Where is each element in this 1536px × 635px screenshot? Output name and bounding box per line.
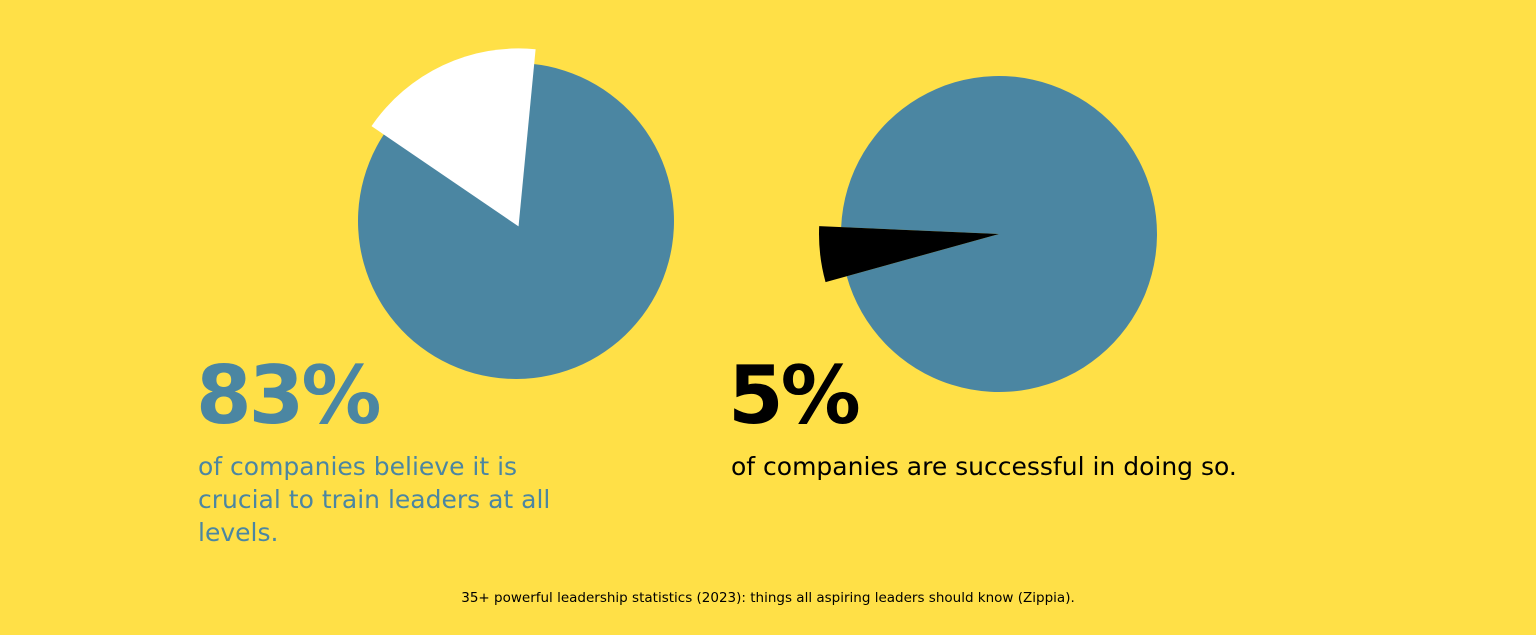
source-citation: 35+ powerful leadership statistics (2023… [461, 590, 1075, 606]
pie2-slice-2 [819, 226, 999, 283]
stat-percent-training-belief: 83% [196, 349, 381, 442]
pie1-slice-2 [371, 48, 536, 227]
pie-chart-training-belief [358, 48, 674, 379]
stat-description-training-belief: of companies believe it is crucial to tr… [198, 452, 551, 547]
pie2-slice-1 [841, 75, 1157, 392]
stat-description-success-rate: of companies are successful in doing so. [731, 452, 1237, 481]
pie-chart-success-rate [819, 75, 1157, 392]
stat-percent-success-rate: 5% [728, 349, 861, 442]
